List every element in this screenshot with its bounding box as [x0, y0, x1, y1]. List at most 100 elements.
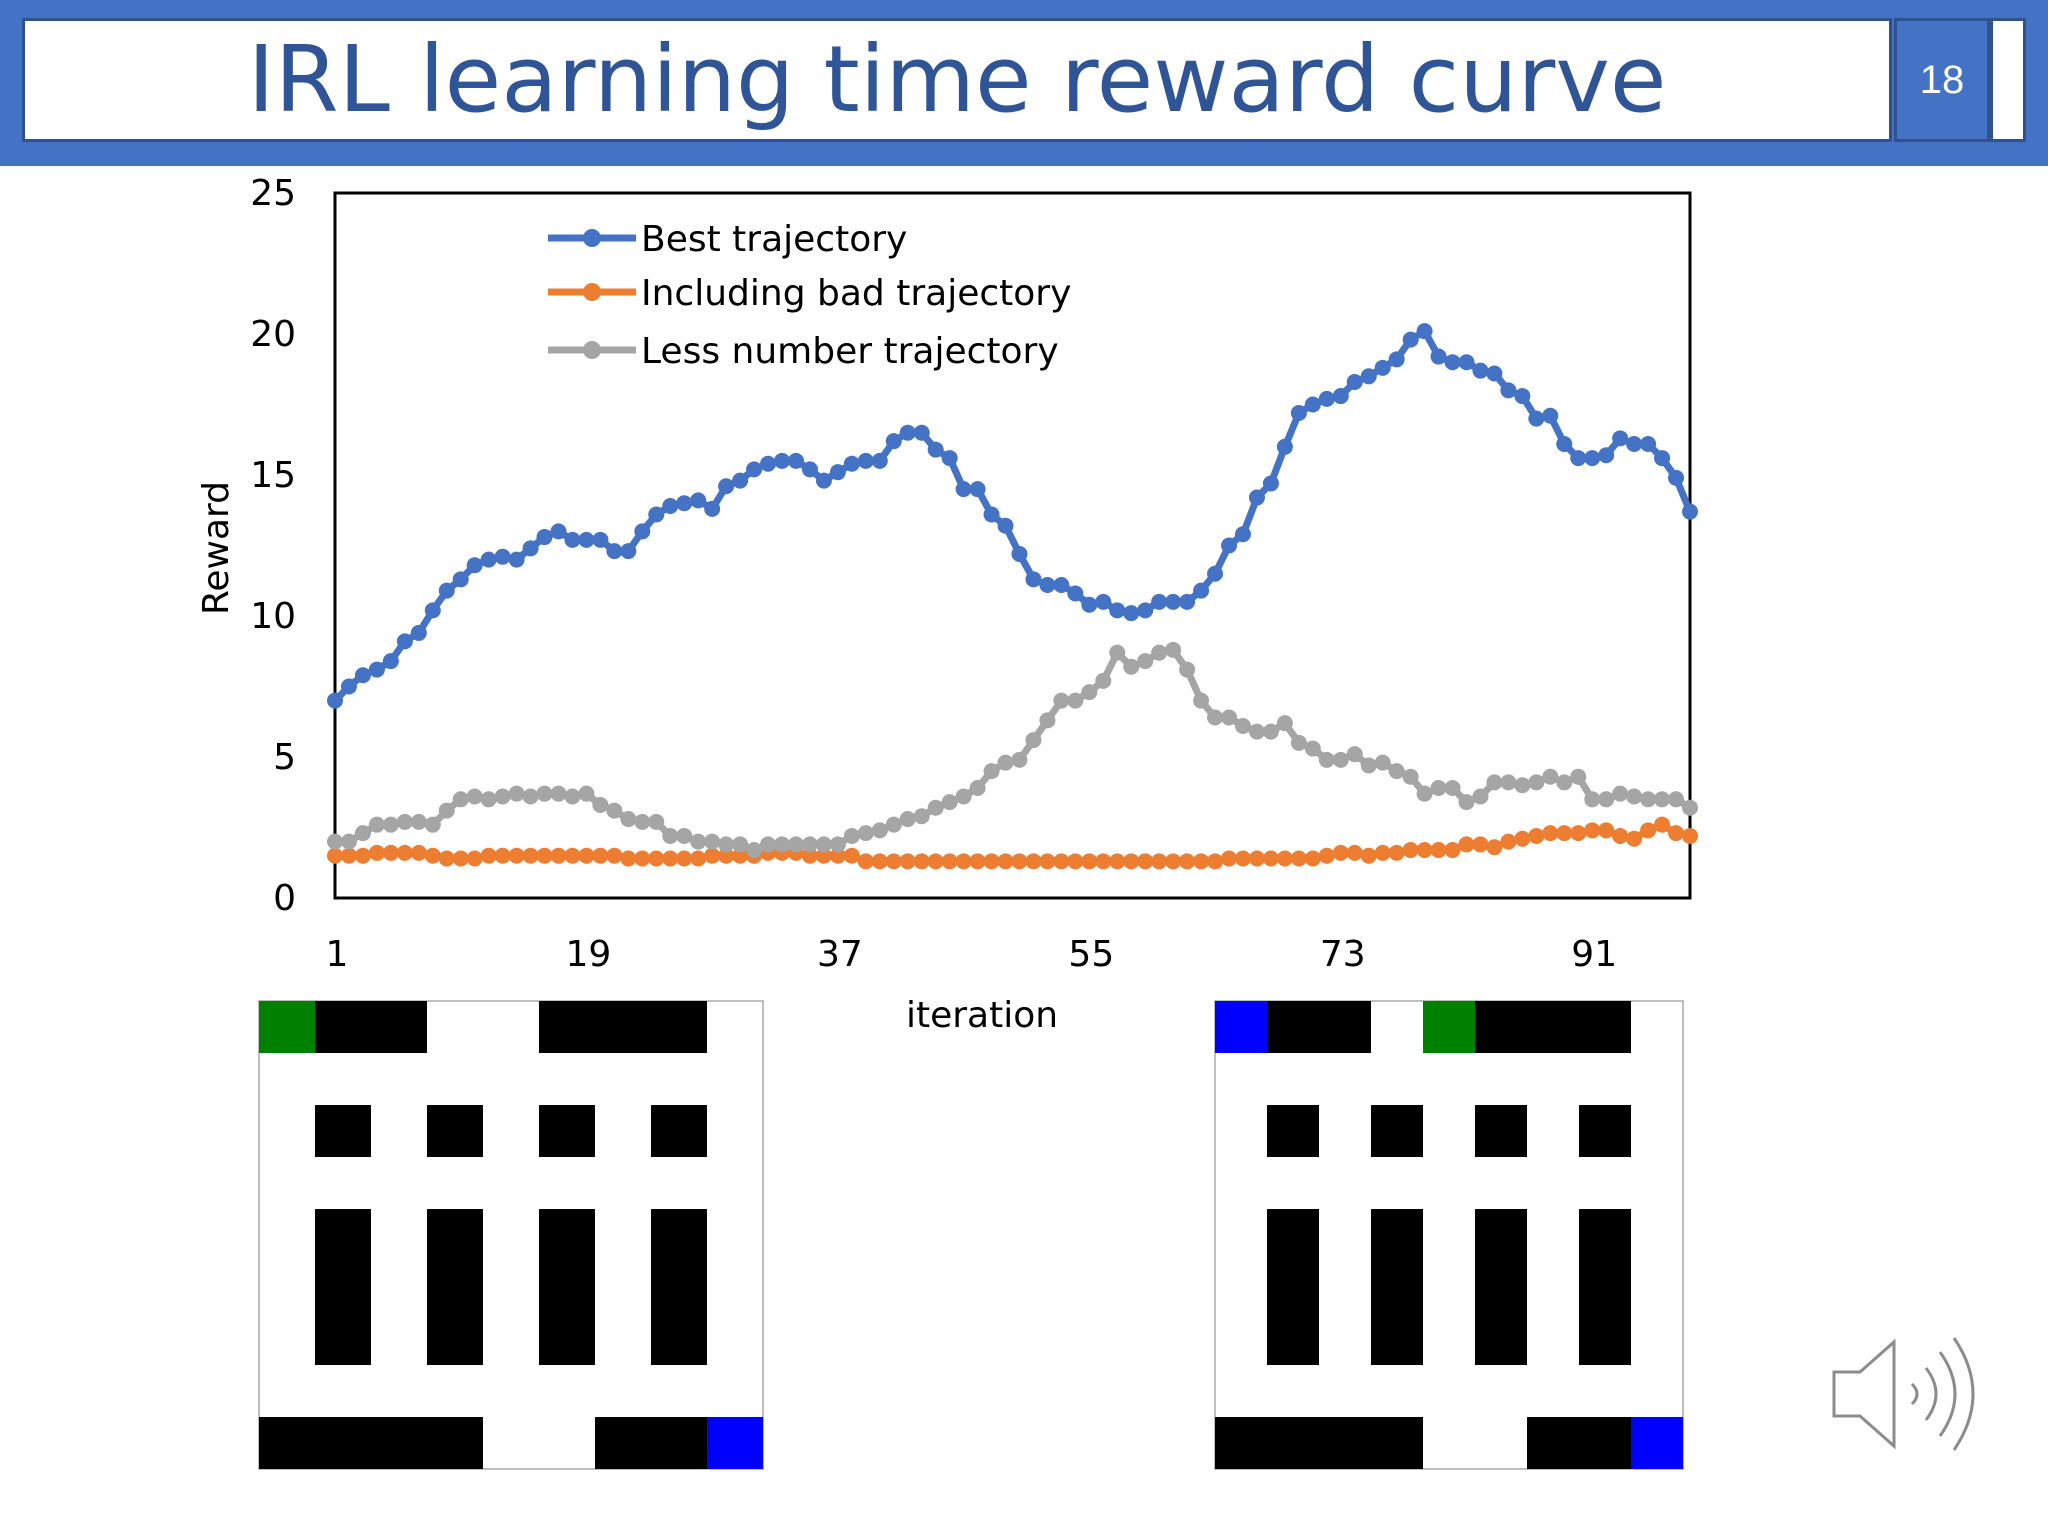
data-point	[1193, 692, 1210, 709]
data-point	[899, 811, 916, 828]
data-point	[648, 850, 665, 867]
data-point	[676, 850, 693, 867]
data-point	[815, 472, 832, 489]
data-point	[871, 822, 888, 839]
data-point	[1472, 362, 1489, 379]
data-point	[857, 452, 874, 469]
data-point	[1402, 842, 1419, 859]
data-point	[1011, 751, 1028, 768]
data-point	[1654, 450, 1671, 467]
series-0	[327, 323, 1698, 709]
data-point	[1626, 435, 1643, 452]
data-point	[578, 847, 595, 864]
data-point	[592, 531, 609, 548]
data-point	[354, 667, 371, 684]
data-point	[1234, 526, 1251, 543]
data-point	[1151, 593, 1168, 610]
maze-wall-cell	[1579, 1105, 1631, 1157]
data-point	[662, 827, 679, 844]
data-point	[620, 850, 637, 867]
data-point	[1360, 757, 1377, 774]
maze-wall-cell	[1319, 1417, 1371, 1469]
data-point	[829, 464, 846, 481]
data-point	[1514, 777, 1531, 794]
data-point	[815, 836, 832, 853]
data-point	[550, 847, 567, 864]
data-point	[578, 531, 595, 548]
maze-wall-cell	[651, 1417, 707, 1469]
data-point	[396, 813, 413, 830]
maze-goal-cell	[1631, 1417, 1683, 1469]
data-point	[452, 850, 469, 867]
data-point	[857, 825, 874, 842]
legend-marker	[583, 341, 601, 359]
data-point	[1416, 323, 1433, 340]
data-point	[606, 847, 623, 864]
data-point	[480, 551, 497, 568]
data-point	[1193, 853, 1210, 870]
data-point	[1682, 799, 1698, 816]
maze-wall-cell	[1215, 1417, 1267, 1469]
data-point	[662, 498, 679, 515]
data-point	[1514, 830, 1531, 847]
maze-wall-cell	[539, 1313, 595, 1365]
data-point	[1640, 822, 1657, 839]
maze-wall-cell	[1579, 1313, 1631, 1365]
maze-wall-cell	[1267, 1105, 1319, 1157]
maze-wall-cell	[539, 1001, 595, 1053]
data-point	[1151, 644, 1168, 661]
data-point	[1207, 709, 1224, 726]
data-point	[536, 847, 553, 864]
data-point	[1444, 780, 1461, 797]
data-point	[955, 853, 972, 870]
data-point	[997, 754, 1014, 771]
series-2	[327, 641, 1698, 859]
data-point	[327, 692, 343, 709]
maze-wall-cell	[427, 1209, 483, 1261]
maze-wall-cell	[1527, 1417, 1579, 1469]
data-point	[1430, 842, 1447, 859]
data-point	[899, 424, 916, 441]
data-point	[1332, 844, 1349, 861]
maze-wall-cell	[371, 1417, 427, 1469]
speaker-icon[interactable]	[1826, 1330, 1986, 1460]
data-point	[564, 847, 581, 864]
data-point	[1095, 593, 1112, 610]
maze-wall-cell	[651, 1001, 707, 1053]
data-point	[1193, 582, 1210, 599]
data-point	[508, 847, 525, 864]
data-point	[899, 853, 916, 870]
data-point	[1137, 602, 1154, 619]
data-point	[1472, 836, 1489, 853]
data-point	[382, 816, 399, 833]
data-point	[578, 785, 595, 802]
data-point	[843, 455, 860, 472]
data-point	[1654, 791, 1671, 808]
slide-number: 18	[1894, 18, 1990, 142]
data-point	[1025, 732, 1042, 749]
maze-wall-cell	[595, 1417, 651, 1469]
legend-label: Less number trajectory	[641, 331, 1059, 372]
maze-wall-cell	[1475, 1105, 1527, 1157]
maze-wall-cell	[1527, 1001, 1579, 1053]
data-point	[536, 785, 553, 802]
data-point	[340, 678, 357, 695]
y-tick-label: 20	[250, 314, 296, 355]
data-point	[1458, 836, 1475, 853]
x-tick-label: 91	[1571, 934, 1617, 975]
data-point	[1346, 844, 1363, 861]
data-point	[690, 850, 707, 867]
y-axis-label: Reward	[196, 481, 237, 615]
data-point	[857, 853, 874, 870]
data-point	[452, 571, 469, 588]
data-point	[327, 833, 343, 850]
y-tick-label: 5	[273, 737, 296, 778]
data-point	[760, 455, 777, 472]
legend-marker	[583, 229, 601, 247]
data-point	[704, 847, 721, 864]
data-point	[983, 763, 1000, 780]
data-point	[1262, 475, 1279, 492]
x-tick-label: 19	[566, 934, 612, 975]
data-point	[690, 492, 707, 509]
